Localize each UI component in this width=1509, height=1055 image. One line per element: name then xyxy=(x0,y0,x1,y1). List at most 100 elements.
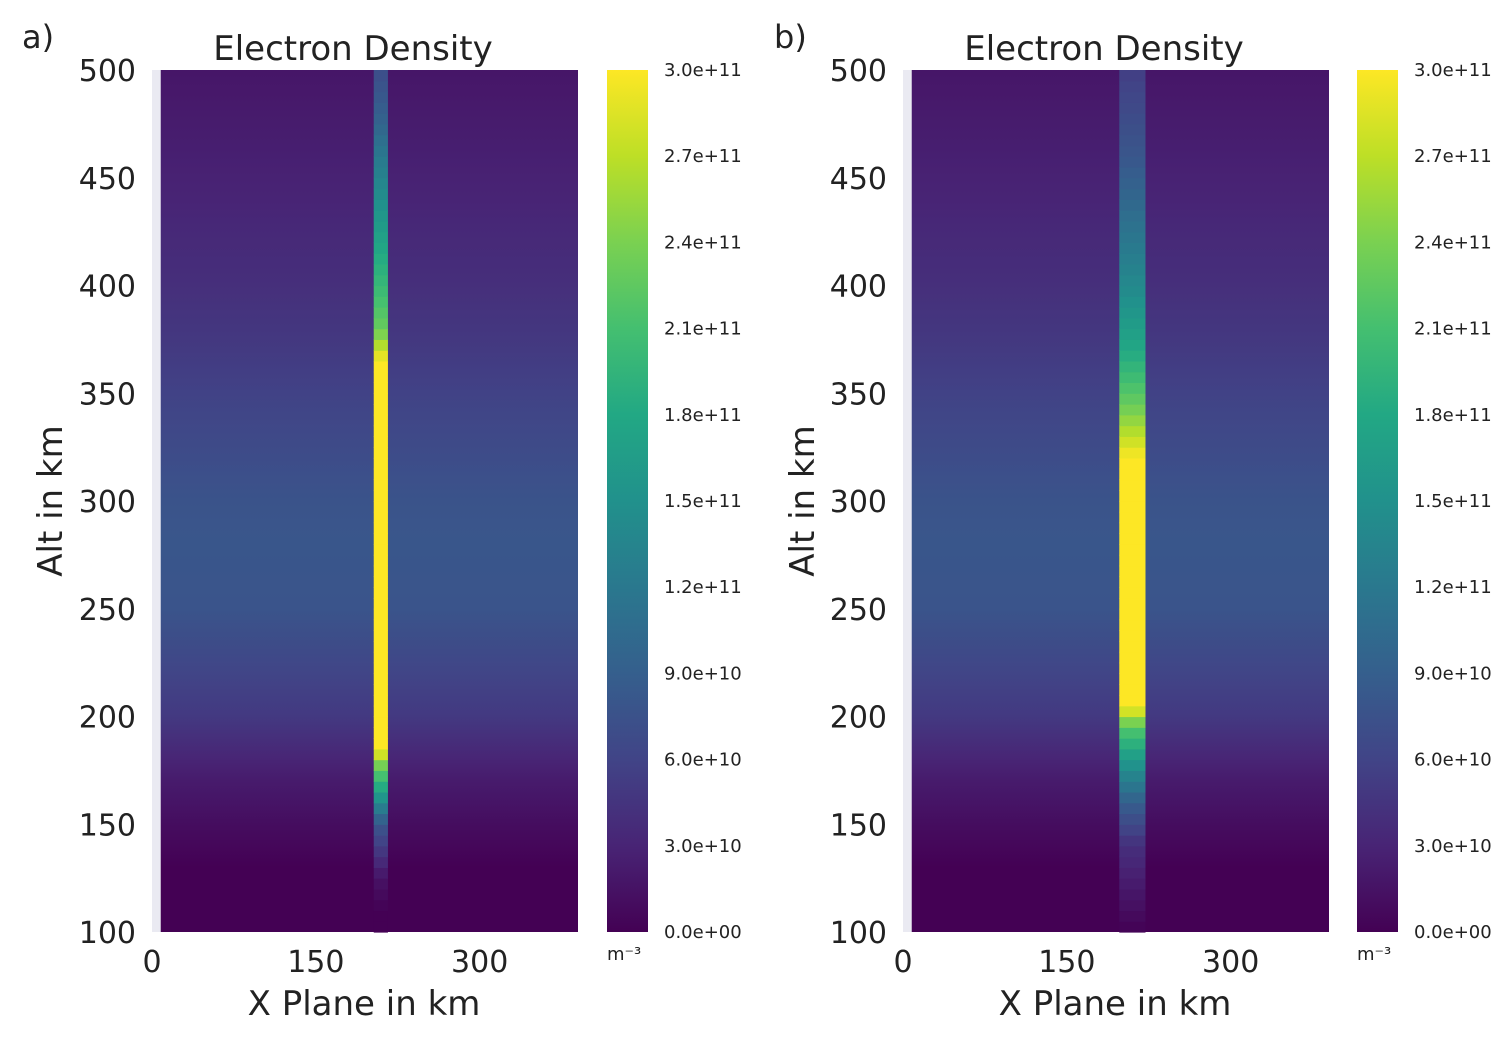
heatmap-cell xyxy=(373,554,388,567)
heatmap-cell xyxy=(373,544,388,556)
panel-label: a) xyxy=(22,18,54,56)
colorbar-unit: m⁻³ xyxy=(607,944,641,965)
heatmap-cell xyxy=(1119,285,1146,297)
heatmap-cell xyxy=(373,263,388,276)
heatmap-cell xyxy=(373,878,388,890)
colorbar: 0.0e+00 3.0e+10 6.0e+10 9.0e+10 1.2e+11 1.5e+… xyxy=(607,60,742,965)
y-tick-label: 250 xyxy=(79,593,136,628)
x-tick-label: 150 xyxy=(287,945,344,980)
heatmap-cell xyxy=(373,845,388,858)
colorbar-tick-label: 2.1e+11 xyxy=(1414,319,1492,340)
colorbar-tick-label: 0.0e+00 xyxy=(1414,922,1492,943)
heatmap-cell xyxy=(373,533,388,545)
colorbar-tick-label: 3.0e+10 xyxy=(664,836,742,857)
heatmap-cell xyxy=(373,511,388,524)
heatmap-cell xyxy=(1119,899,1146,912)
y-axis-label: Alt in km xyxy=(31,425,71,576)
heatmap-cell xyxy=(1119,404,1146,416)
heatmap-cell xyxy=(373,350,388,362)
heatmap-cell xyxy=(373,824,388,836)
heatmap-cell xyxy=(373,436,388,448)
colorbar: 0.0e+00 3.0e+10 6.0e+10 9.0e+10 1.2e+11 1.5e+… xyxy=(1357,60,1492,965)
heatmap-cell xyxy=(1119,727,1146,739)
y-tick-label: 450 xyxy=(79,162,136,197)
heatmap-cell xyxy=(373,404,388,416)
heatmap-cell xyxy=(373,80,388,93)
colorbar-tick-label: 6.0e+10 xyxy=(1414,750,1492,771)
heatmap-cell xyxy=(373,684,388,696)
heatmap-cell xyxy=(373,393,388,405)
heatmap-cell xyxy=(373,220,388,233)
heatmap-cell xyxy=(373,673,388,685)
heatmap-cell xyxy=(1119,888,1146,901)
heatmap-cell xyxy=(1119,188,1146,200)
heatmap-cell xyxy=(1119,220,1146,233)
heatmap-cell xyxy=(373,597,388,610)
heatmap-cell xyxy=(373,468,388,481)
colorbar-unit: m⁻³ xyxy=(1357,944,1391,965)
heatmap-cell xyxy=(373,134,388,147)
panel-a: Electron Density a) 100 150 200 250 300 350 400 4… xyxy=(22,18,742,1024)
heatmap-cell xyxy=(1119,791,1146,804)
colorbar-tick-label: 3.0e+11 xyxy=(664,60,742,81)
heatmap-cell xyxy=(373,770,388,782)
heatmap-cell xyxy=(373,662,388,674)
heatmap-cell xyxy=(373,835,388,847)
heatmap-cell xyxy=(373,253,388,265)
heatmap-cell xyxy=(1119,210,1146,222)
heatmap-cell xyxy=(373,501,388,513)
heatmap-cell xyxy=(1119,641,1146,653)
colorbar-tick-label: 1.8e+11 xyxy=(664,405,742,426)
heatmap-cell xyxy=(1119,716,1146,728)
heatmap-cell xyxy=(1119,296,1146,308)
heatmap-cell xyxy=(373,888,388,901)
heatmap-cell xyxy=(1119,748,1146,761)
heatmap-cell xyxy=(1119,371,1146,384)
heatmap-cell xyxy=(373,910,388,922)
heatmap-cell xyxy=(373,177,388,190)
y-tick-label: 450 xyxy=(830,162,887,197)
heatmap-cell xyxy=(373,587,388,599)
heatmap-cell xyxy=(373,479,388,491)
x-tick-label: 0 xyxy=(893,945,912,980)
colorbar-tick-label: 3.0e+11 xyxy=(1414,60,1492,81)
heatmap-cell xyxy=(1119,328,1146,340)
y-tick-label: 500 xyxy=(830,54,887,89)
heatmap-cell xyxy=(1119,166,1146,179)
heatmap-cell xyxy=(373,339,388,351)
heatmap-cell xyxy=(1119,511,1146,524)
heatmap-cell xyxy=(373,716,388,728)
y-tick-label: 250 xyxy=(830,593,887,628)
y-tick-label: 200 xyxy=(79,701,136,736)
heatmap-cell xyxy=(1119,134,1146,147)
panel-label: b) xyxy=(774,18,807,56)
heatmap-cell xyxy=(1119,274,1146,287)
colorbar-tick-label: 1.2e+11 xyxy=(664,577,742,598)
heatmap-cell xyxy=(373,705,388,718)
heatmap-cell xyxy=(1119,576,1146,588)
heatmap-cell xyxy=(373,231,388,243)
heatmap-cell xyxy=(373,70,388,82)
heatmap-cell xyxy=(1119,781,1146,793)
heatmap-cell xyxy=(1119,490,1146,502)
heatmap-cell xyxy=(373,113,388,125)
colorbar-tick-label: 9.0e+10 xyxy=(664,663,742,684)
density-column xyxy=(373,70,388,933)
y-tick-label: 100 xyxy=(79,916,136,951)
heatmap-cell xyxy=(373,867,388,879)
heatmap-cell xyxy=(1119,199,1146,211)
heatmap-cell xyxy=(1119,145,1146,157)
heatmap-cell xyxy=(1119,662,1146,674)
heatmap-cell xyxy=(1119,738,1146,750)
colorbar-tick-label: 1.5e+11 xyxy=(664,491,742,512)
heatmap-cell xyxy=(373,145,388,157)
y-tick-label: 350 xyxy=(79,377,136,412)
colorbar-tick-label: 2.7e+11 xyxy=(664,146,742,167)
colorbar-tick-label: 3.0e+10 xyxy=(1414,836,1492,857)
heatmap-cell xyxy=(373,738,388,750)
heatmap-cell xyxy=(373,360,388,373)
x-axis-label: X Plane in km xyxy=(248,984,481,1024)
heatmap-cell xyxy=(1119,597,1146,610)
heatmap-cell xyxy=(373,91,388,103)
